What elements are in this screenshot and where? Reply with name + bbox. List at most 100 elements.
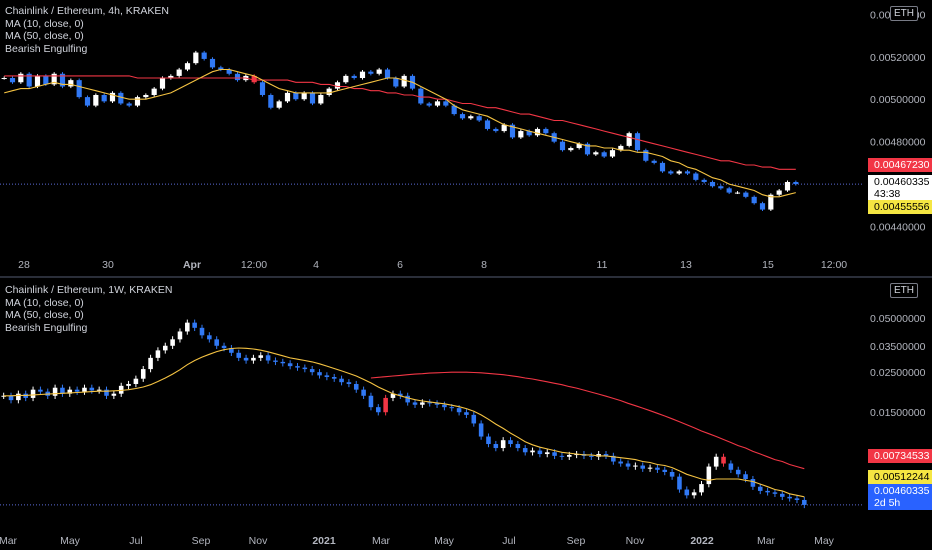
candle-body [218, 67, 224, 70]
candle-body [96, 389, 102, 391]
candle-body [1, 395, 6, 397]
legend-ma10[interactable]: MA (10, close, 0) [5, 17, 84, 30]
candle-body [18, 73, 24, 83]
candle-body [609, 150, 616, 157]
y-tick-label: 0.00440000 [870, 222, 926, 234]
candle-body [691, 492, 697, 496]
legend-engulfing[interactable]: Bearish Engulfing [5, 321, 88, 334]
candle-body [651, 160, 657, 163]
candle-body [493, 128, 499, 132]
pane-divider[interactable] [0, 276, 932, 278]
candle-body [418, 88, 424, 104]
chart-canvas-4h[interactable]: 0.005400000.005200000.005000000.00480000… [0, 0, 932, 276]
legend-ma50[interactable]: MA (50, close, 0) [5, 30, 84, 42]
candle-body [398, 393, 403, 396]
x-tick-label: Sep [567, 535, 586, 547]
legend-title[interactable]: Chainlink / Ethereum, 4h, KRAKEN [5, 5, 169, 17]
candle-body [451, 105, 457, 115]
candle-body [301, 92, 307, 100]
candle-body [170, 339, 175, 346]
candle-body [384, 69, 391, 79]
candle-body [434, 403, 440, 405]
candle-body [643, 150, 649, 161]
candle-body [728, 463, 734, 470]
candle-body [104, 389, 109, 396]
candle-body [318, 94, 324, 104]
candle-body [331, 377, 337, 379]
candle-body [111, 393, 117, 396]
candle-body [768, 194, 774, 210]
candle-body [713, 456, 719, 467]
candle-body [134, 97, 141, 106]
legend-title[interactable]: Chainlink / Ethereum, 1W, KRAKEN [5, 284, 173, 296]
candle-body [640, 465, 646, 469]
symbol-badge[interactable]: ETH [890, 6, 918, 21]
candle-body [317, 372, 322, 376]
candle-body [393, 78, 399, 87]
x-tick-label: Mar [372, 535, 391, 547]
candle-body [464, 412, 469, 415]
candle-body [508, 440, 513, 445]
candle-body [376, 407, 381, 413]
chart-pane-1w[interactable]: 0.05000000 0.03500000 0.02500000 0.01500000… [0, 278, 932, 550]
candle-body [334, 82, 341, 89]
candle-body [476, 116, 482, 121]
candle-body [265, 355, 271, 361]
candle-body [706, 466, 712, 485]
candle-body [302, 367, 308, 370]
candle-body [234, 73, 241, 81]
candle-body [718, 186, 724, 189]
legend-ma50[interactable]: MA (50, close, 0) [5, 309, 84, 321]
last-price-tag: 0.00460335 2d 5h [868, 484, 932, 510]
candle-body [383, 397, 388, 413]
candle-body [209, 58, 216, 68]
legend-ma10[interactable]: MA (10, close, 0) [5, 296, 84, 309]
candle-body [1, 78, 7, 80]
legend-engulfing[interactable]: Bearish Engulfing [5, 42, 88, 55]
candle-body [456, 408, 462, 413]
candle-body [537, 450, 543, 455]
x-tick-label: 28 [18, 259, 30, 271]
candle-body [201, 52, 207, 59]
candle-body [207, 335, 212, 340]
chart-canvas-1w[interactable]: 0.05000000 0.03500000 0.02500000 0.01500000… [0, 278, 932, 550]
candle-body [509, 124, 516, 138]
candle-body [655, 467, 660, 470]
x-tick-label: 2021 [312, 535, 336, 547]
candle-body [772, 492, 778, 494]
candle-body [518, 131, 524, 138]
candle-body [784, 181, 791, 191]
candle-body [67, 389, 73, 394]
x-tick-label: Nov [626, 535, 645, 547]
chart-pane-4h[interactable]: 0.005400000.005200000.005000000.00480000… [0, 0, 932, 276]
candle-body [126, 383, 131, 386]
candle-body [522, 448, 528, 453]
candle-body [148, 357, 153, 370]
candle-body [625, 463, 631, 467]
x-tick-label: 8 [481, 259, 487, 271]
candle-body [534, 128, 541, 136]
ma50-line [370, 371, 805, 470]
candle-body [684, 171, 691, 174]
candle-body [493, 444, 499, 449]
symbol-badge[interactable]: ETH [890, 283, 918, 298]
candle-body [251, 357, 256, 361]
y-tick-label: 0.05000000 [870, 313, 926, 325]
candle-body [214, 339, 219, 346]
candle-body [468, 116, 474, 119]
candle-body [584, 143, 591, 155]
x-tick-label: 12:00 [241, 259, 267, 271]
candle-body [780, 493, 785, 497]
y-tick-label: 0.01500000 [870, 407, 926, 419]
candle-body [684, 489, 690, 496]
candle-body [442, 404, 447, 408]
candle-body [89, 387, 95, 391]
candle-body [101, 94, 107, 102]
candle-body [427, 402, 432, 404]
candle-body [776, 190, 782, 195]
candle-body [471, 414, 477, 424]
candle-body [118, 385, 124, 394]
candle-body [162, 345, 168, 351]
candle-body [633, 465, 638, 467]
candle-body [750, 479, 756, 487]
